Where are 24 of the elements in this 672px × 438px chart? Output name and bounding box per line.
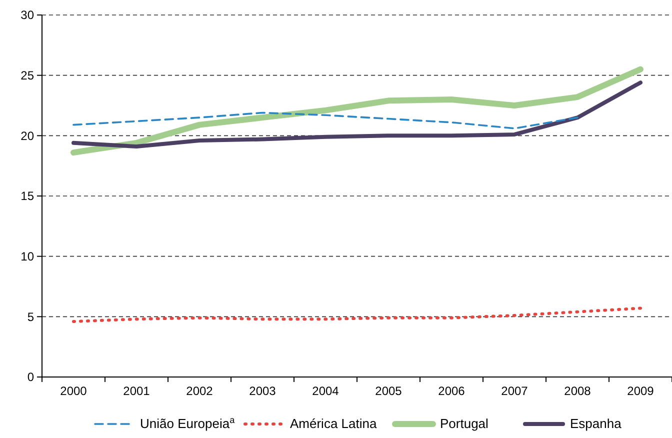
y-tick-label: 25 [20,68,34,83]
y-tick-label: 0 [27,370,34,384]
x-tick-label: 2007 [501,384,528,398]
line-series [72,306,642,323]
x-tick-label: 2006 [438,384,466,398]
line-series [72,112,578,130]
legend-label: Espanha [570,416,622,431]
x-tick-label: 2001 [123,384,150,398]
x-tick-label: 2004 [312,384,340,398]
x-tick-label: 2005 [375,384,402,398]
line-series [72,80,642,149]
y-tick-label: 5 [27,310,34,324]
legend-label: Portugal [440,416,489,431]
y-tick-label: 10 [20,250,34,264]
x-tick-label: 2008 [564,384,592,398]
x-tick-label: 2009 [627,384,654,398]
y-tick-label: 15 [20,189,34,204]
x-tick-label: 2002 [186,384,214,398]
y-tick-label: 30 [20,8,34,22]
y-tick-label: 20 [20,128,34,143]
x-tick-label: 2003 [249,384,276,398]
legend-label: América Latina [290,416,378,431]
x-tick-label: 2000 [60,384,88,398]
legend-label: União Europeia$^{a}$ [140,415,236,431]
